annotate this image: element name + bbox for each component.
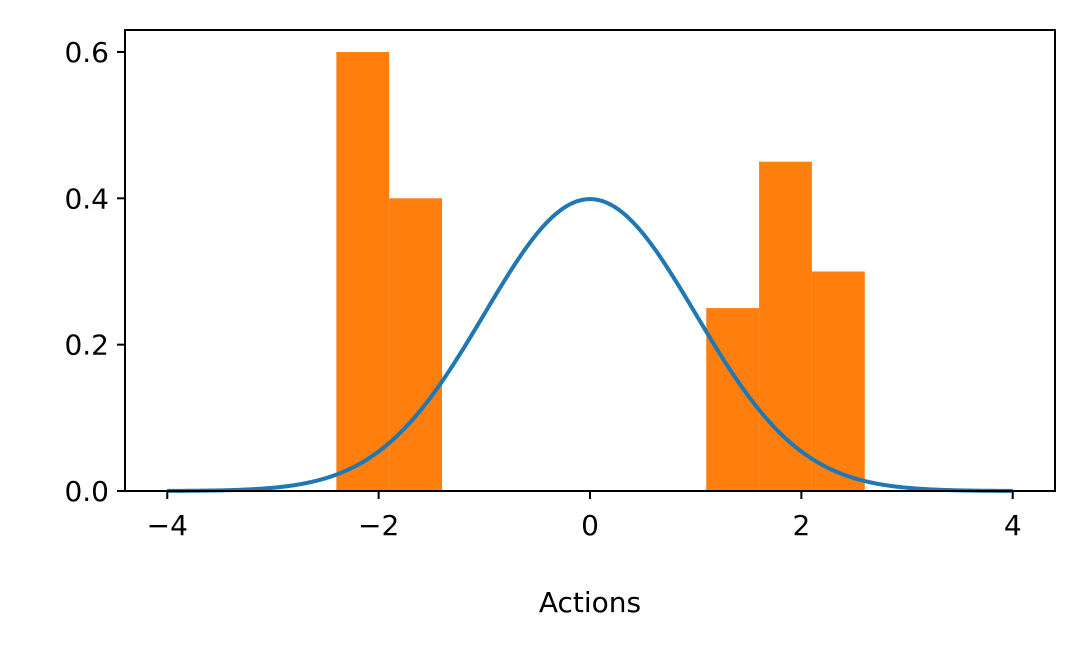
curve-layer [167, 197, 1013, 493]
histogram-bars [336, 51, 865, 492]
x-tick-label: −4 [147, 509, 188, 542]
y-tick-label: 0.4 [64, 182, 109, 215]
histogram-bar-2 [389, 198, 443, 492]
y-tick-label: 0.2 [64, 329, 109, 362]
y-tick-label: 0.6 [64, 36, 109, 69]
x-tick-label: 4 [1004, 509, 1022, 542]
x-tick-label: 0 [581, 509, 599, 542]
plot-frame [124, 29, 1056, 492]
x-tick-label: 2 [792, 509, 810, 542]
histogram-bar-1 [336, 51, 390, 491]
x-axis: −4 −2 0 2 4 [147, 491, 1022, 542]
histogram-bar-5 [811, 271, 865, 491]
y-axis: 0.0 0.2 0.4 0.6 [64, 36, 125, 508]
y-tick-label: 0.0 [64, 475, 109, 508]
density-curve [167, 197, 1013, 493]
x-tick-label: −2 [358, 509, 399, 542]
x-axis-label: Actions [539, 586, 641, 619]
histogram-bar-4 [759, 161, 812, 491]
